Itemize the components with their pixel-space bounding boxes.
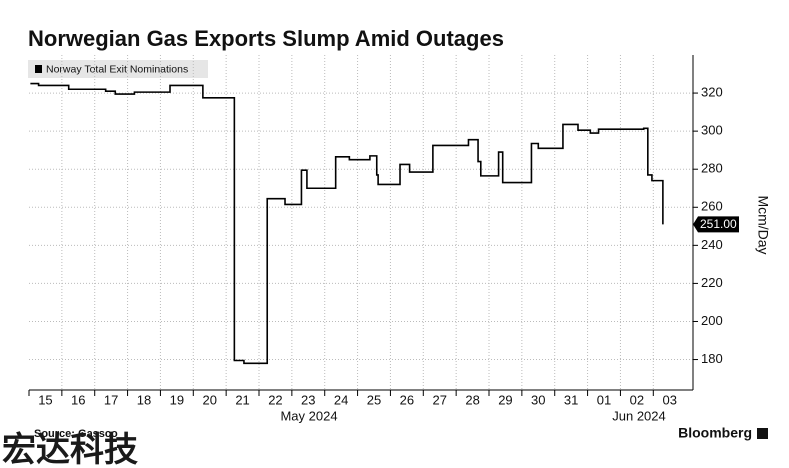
y-tick-label: 240 (701, 237, 723, 252)
y-tick-label: 200 (701, 313, 723, 328)
x-tick-label: 15 (38, 392, 52, 407)
x-tick-label: 28 (465, 392, 479, 407)
month-label: May 2024 (280, 408, 337, 423)
value-label: 251.00 (700, 217, 737, 231)
y-tick-label: 280 (701, 161, 723, 176)
legend-label: Norway Total Exit Nominations (46, 63, 188, 75)
x-tick-label: 02 (630, 392, 644, 407)
y-axis-label: Mcm/Day (755, 195, 771, 254)
x-tick-label: 01 (597, 392, 611, 407)
brand: Bloomberg (678, 425, 752, 441)
chart-title: Norwegian Gas Exports Slump Amid Outages (28, 26, 504, 51)
x-tick-label: 30 (531, 392, 545, 407)
y-tick-label: 260 (701, 199, 723, 214)
x-tick-label: 20 (202, 392, 216, 407)
x-tick-label: 22 (268, 392, 282, 407)
x-tick-label: 21 (235, 392, 249, 407)
x-tick-label: 19 (170, 392, 184, 407)
month-label: Jun 2024 (612, 408, 666, 423)
x-tick-label: 25 (367, 392, 381, 407)
x-tick-label: 24 (334, 392, 348, 407)
x-tick-label: 23 (301, 392, 315, 407)
y-tick-label: 180 (701, 351, 723, 366)
y-tick-label: 320 (701, 85, 723, 100)
y-tick-label: 300 (701, 123, 723, 138)
source: Source: Gassco (34, 428, 118, 440)
watermark: 宏达科技 (2, 430, 138, 468)
brand-icon (757, 428, 768, 439)
x-tick-label: 31 (564, 392, 578, 407)
x-tick-label: 26 (400, 392, 414, 407)
x-tick-label: 27 (432, 392, 446, 407)
y-tick-label: 220 (701, 275, 723, 290)
x-tick-label: 03 (662, 392, 676, 407)
legend-swatch (35, 65, 42, 73)
legend-box (28, 60, 208, 78)
x-tick-label: 18 (137, 392, 151, 407)
x-tick-label: 29 (498, 392, 512, 407)
x-tick-label: 16 (71, 392, 85, 407)
line (30, 82, 664, 365)
x-tick-label: 17 (104, 392, 118, 407)
value-label-box (693, 216, 739, 233)
